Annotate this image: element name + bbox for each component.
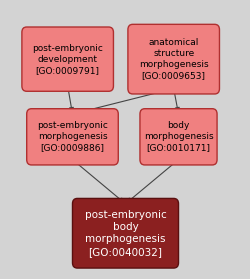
Text: body
morphogenesis
[GO:0010171]: body morphogenesis [GO:0010171] (143, 121, 212, 152)
Text: anatomical
structure
morphogenesis
[GO:0009653]: anatomical structure morphogenesis [GO:0… (138, 38, 208, 80)
FancyBboxPatch shape (128, 24, 218, 94)
Text: post-embryonic
body
morphogenesis
[GO:0040032]: post-embryonic body morphogenesis [GO:00… (84, 210, 166, 257)
Text: post-embryonic
morphogenesis
[GO:0009886]: post-embryonic morphogenesis [GO:0009886… (37, 121, 108, 152)
FancyBboxPatch shape (26, 109, 118, 165)
FancyBboxPatch shape (22, 27, 113, 91)
Text: post-embryonic
development
[GO:0009791]: post-embryonic development [GO:0009791] (32, 44, 103, 75)
FancyBboxPatch shape (140, 109, 216, 165)
FancyBboxPatch shape (72, 198, 178, 268)
